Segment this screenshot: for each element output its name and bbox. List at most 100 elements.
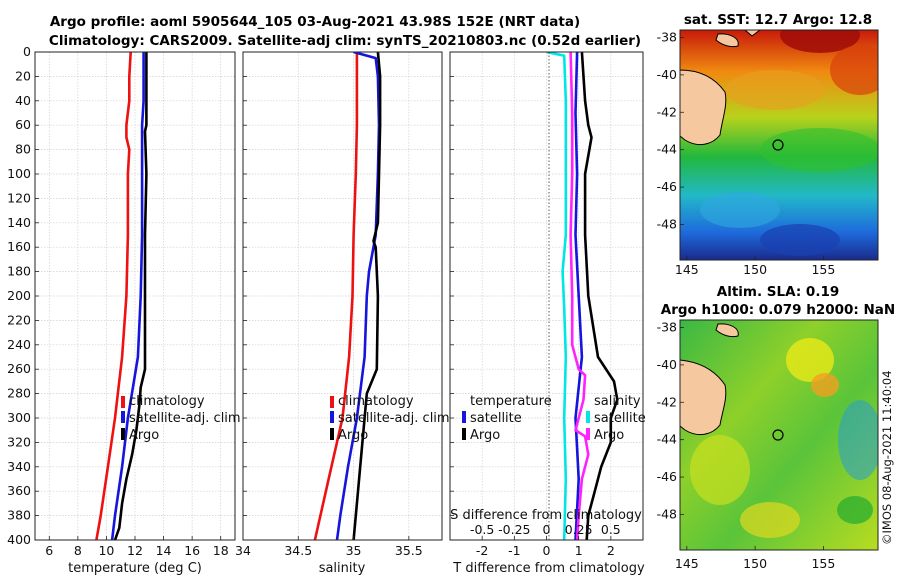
title-line-2: Climatology: CARS2009. Satellite-adj cli… bbox=[49, 33, 641, 49]
x-tick-label: 6 bbox=[45, 543, 53, 558]
y-tick-label: 60 bbox=[15, 117, 31, 132]
map-y-tick-label: -44 bbox=[657, 432, 677, 447]
map-y-tick-label: -46 bbox=[657, 179, 677, 194]
map-y-tick-label: -44 bbox=[657, 142, 677, 157]
x2-tick-label: -0.5 bbox=[470, 522, 494, 537]
temperature-curves bbox=[95, 52, 148, 540]
y-tick-label: 0 bbox=[23, 44, 31, 59]
y-tick-label: 20 bbox=[15, 68, 31, 83]
temperature-xlabel: temperature (deg C) bbox=[68, 561, 202, 576]
legend-swatch-clim bbox=[330, 396, 334, 408]
map-y-tick-label: -38 bbox=[657, 319, 677, 334]
x2-tick-label: 0.5 bbox=[601, 522, 621, 537]
legend-label-targo: Argo bbox=[470, 428, 500, 443]
map-x-tick-label: 150 bbox=[743, 556, 767, 571]
y-tick-label: 240 bbox=[7, 337, 31, 352]
legend-swatch-ssat bbox=[586, 411, 590, 423]
y-tick-label: 280 bbox=[7, 386, 31, 401]
temperature-grid bbox=[35, 51, 235, 541]
y-tick-label: 260 bbox=[7, 361, 31, 376]
y-tick-label: 200 bbox=[7, 288, 31, 303]
legend-label-argo: Argo bbox=[338, 428, 368, 443]
imos-watermark: ©IMOS 08-Aug-2021 11:40:04 bbox=[880, 370, 894, 545]
legend-salinity-heading: salinity bbox=[594, 394, 641, 409]
y-tick-label: 380 bbox=[7, 508, 31, 523]
axis-ticks: 0204060801001201401601802002202402602803… bbox=[7, 44, 621, 558]
difference-grid bbox=[450, 51, 643, 541]
series-line-satellite-adj-clim bbox=[110, 52, 145, 540]
legend-label-argo: Argo bbox=[129, 428, 159, 443]
x2-tick-label: -0.25 bbox=[498, 522, 530, 537]
x-tick-label: 18 bbox=[213, 543, 229, 558]
difference-xlabel: T difference from climatology bbox=[452, 561, 645, 576]
y-tick-label: 220 bbox=[7, 312, 31, 327]
difference-legend: temperature satellite Argo salinity sate… bbox=[462, 394, 646, 443]
sla-map-title-2: Argo h1000: 0.079 h2000: NaN bbox=[661, 302, 895, 318]
legend-label-tsat: satellite bbox=[470, 411, 522, 426]
x-tick-label: 0 bbox=[543, 543, 551, 558]
legend-label-clim: climatology bbox=[129, 394, 205, 409]
series-line-t-satellite bbox=[574, 52, 584, 540]
map-y-tick-label: -38 bbox=[657, 29, 677, 44]
x-tick-label: 12 bbox=[127, 543, 143, 558]
y-tick-label: 320 bbox=[7, 434, 31, 449]
legend-swatch-sargo bbox=[586, 428, 590, 440]
series-line-satellite-adj-clim bbox=[335, 52, 381, 540]
x2-tick-label: 0.25 bbox=[565, 522, 593, 537]
legend-swatch-sat bbox=[330, 411, 334, 423]
y-tick-label: 300 bbox=[7, 410, 31, 425]
map-y-tick-label: -42 bbox=[657, 104, 677, 119]
salinity-legend: climatology satellite-adj. clim Argo bbox=[330, 394, 450, 443]
x-tick-label: 8 bbox=[74, 543, 82, 558]
x-tick-label: 10 bbox=[98, 543, 114, 558]
sst-map bbox=[680, 30, 878, 260]
y-tick-label: 140 bbox=[7, 215, 31, 230]
legend-label-sat: satellite-adj. clim bbox=[338, 411, 450, 426]
salinity-grid bbox=[242, 51, 442, 541]
x-tick-label: -2 bbox=[476, 543, 488, 558]
difference-curves bbox=[546, 52, 619, 540]
legend-label-sat: satellite-adj. clim bbox=[129, 411, 241, 426]
x-tick-label: 1 bbox=[575, 543, 583, 558]
sla-map bbox=[680, 320, 878, 550]
y-tick-label: 100 bbox=[7, 166, 31, 181]
x-tick-label: -1 bbox=[508, 543, 520, 558]
x2-tick-label: 0 bbox=[543, 522, 551, 537]
salinity-curves bbox=[313, 52, 382, 540]
map-x-tick-label: 155 bbox=[811, 556, 835, 571]
legend-swatch-argo bbox=[121, 428, 125, 440]
legend-label-ssat: satellite bbox=[594, 411, 646, 426]
map-x-tick-label: 145 bbox=[675, 262, 699, 277]
sla-map-title-1: Altim. SLA: 0.19 bbox=[717, 284, 839, 300]
y-tick-label: 160 bbox=[7, 239, 31, 254]
map-x-tick-label: 150 bbox=[743, 262, 767, 277]
legend-swatch-clim bbox=[121, 396, 125, 408]
map-x-tick-label: 145 bbox=[675, 556, 699, 571]
x-tick-label: 16 bbox=[184, 543, 200, 558]
series-line-argo bbox=[352, 52, 382, 540]
x-tick-label: 35 bbox=[346, 543, 362, 558]
y-tick-label: 180 bbox=[7, 264, 31, 279]
y-tick-label: 120 bbox=[7, 190, 31, 205]
map-y-tick-label: -48 bbox=[657, 216, 677, 231]
x-tick-label: 34.5 bbox=[284, 543, 312, 558]
map-y-tick-label: -46 bbox=[657, 469, 677, 484]
series-line-argo bbox=[113, 52, 148, 540]
map-ticks: 145 150 155 -38 -40 -42 -44 -46 -48 145 150 155 -38 -… bbox=[657, 29, 836, 571]
title-line-1: Argo profile: aoml 5905644_105 03-Aug-20… bbox=[50, 14, 580, 30]
y-tick-label: 80 bbox=[15, 142, 31, 157]
legend-swatch-sat bbox=[121, 411, 125, 423]
series-line-s-satellite bbox=[546, 52, 568, 540]
map-x-tick-label: 155 bbox=[811, 262, 835, 277]
legend-swatch-tsat bbox=[462, 411, 466, 423]
legend-swatch-targo bbox=[462, 428, 466, 440]
x-tick-label: 34 bbox=[235, 543, 251, 558]
sst-map-frame bbox=[679, 29, 879, 261]
map-y-tick-label: -42 bbox=[657, 394, 677, 409]
sla-map-frame bbox=[679, 319, 879, 551]
series-line-climatology bbox=[313, 52, 359, 540]
y-tick-label: 40 bbox=[15, 93, 31, 108]
x-tick-label: 14 bbox=[156, 543, 172, 558]
difference-x2label: S difference from climatology bbox=[450, 508, 642, 523]
legend-label-sargo: Argo bbox=[594, 428, 624, 443]
